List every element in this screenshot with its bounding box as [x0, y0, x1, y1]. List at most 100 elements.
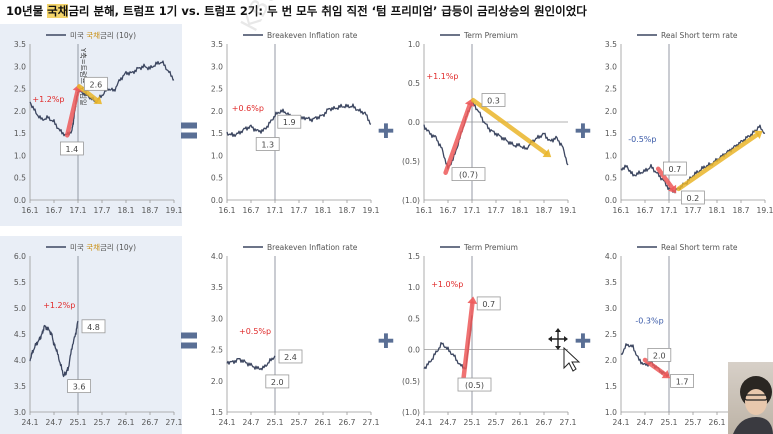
- trend-arrow: [461, 301, 475, 380]
- value-label: 3.6: [73, 383, 86, 392]
- value-label: 1.9: [283, 118, 296, 127]
- legend: 미국 국채금리 (10y): [46, 30, 136, 40]
- y-tick-label: 6.0: [14, 252, 26, 261]
- x-tick-label: 24.1: [416, 418, 433, 427]
- trend-arrowhead: [93, 95, 102, 105]
- y-tick-label: 4.0: [211, 252, 223, 261]
- x-tick-label: 17.7: [291, 206, 308, 215]
- x-tick-label: 26.1: [512, 418, 529, 427]
- value-box: [278, 349, 303, 364]
- title-highlight: 국채: [47, 4, 69, 18]
- value-label: (0.5): [465, 381, 484, 390]
- legend-label: Real Short term rate: [661, 243, 738, 252]
- value-box: [457, 377, 492, 392]
- legend: Real Short term rate: [637, 243, 738, 252]
- value-label: 1.3: [261, 141, 274, 150]
- y-tick-label: 1.5: [605, 382, 617, 391]
- plus-icon: ✚: [575, 329, 592, 353]
- x-tick-label: 17.1: [267, 206, 284, 215]
- legend: Breakeven Inflation rate: [243, 31, 358, 40]
- x-tick-label: 24.1: [22, 418, 39, 427]
- trend-arrowhead: [753, 130, 763, 140]
- trend-arrow: [676, 132, 760, 192]
- trend-arrow: [64, 88, 80, 138]
- legend: Real Short term rate: [637, 31, 738, 40]
- value-label: 1.4: [66, 145, 79, 154]
- y-tick-label: 5.5: [14, 278, 26, 287]
- change-annotation: +1.1%p: [426, 72, 458, 81]
- cursor-overlay: [548, 328, 584, 376]
- x-tick-label: 16.1: [219, 206, 236, 215]
- change-annotation: +1.2%p: [32, 95, 64, 104]
- y-tick-label: 3.0: [605, 62, 617, 71]
- legend-label: 미국 국채금리 (10y): [70, 30, 136, 40]
- trend-arrowhead: [542, 148, 552, 158]
- plus-icon: ✚: [575, 119, 592, 143]
- y-tick-label: 2.0: [211, 107, 223, 116]
- x-tick-label: 18.7: [142, 206, 159, 215]
- y-tick-label: 3.0: [605, 304, 617, 313]
- value-box: [81, 319, 106, 334]
- x-tick-label: 25.7: [488, 418, 505, 427]
- x-tick-label: 19.1: [166, 206, 183, 215]
- value-label: 2.0: [271, 378, 284, 387]
- y-tick-label: 0.0: [605, 196, 617, 205]
- trend-arrow: [470, 97, 548, 156]
- y-tick-label: 3.5: [211, 283, 223, 292]
- value-label: 0.7: [482, 300, 495, 309]
- value-box: [60, 141, 84, 156]
- x-tick-label: 17.7: [94, 206, 111, 215]
- y-tick-label: 3.0: [14, 408, 26, 417]
- value-box: [647, 348, 672, 362]
- y-tick-label: 3.5: [211, 40, 223, 49]
- y-tick-label: 1.0: [408, 40, 420, 49]
- chart-t1-bei: 0.0 0.5 1.0 1.5 2.0 2.5 3.0 3.5 16.1 16.7 17.1 17.7…: [211, 31, 380, 215]
- page-title: 10년물 국채금리 분해, 트럼프 1기 vs. 트럼프 2기: 두 번 모두 …: [6, 4, 587, 18]
- y-tick-label: 2.5: [211, 346, 223, 355]
- value-label: 0.7: [669, 165, 682, 174]
- x-tick-label: 19.1: [363, 206, 380, 215]
- y-tick-label: 4.0: [14, 356, 26, 365]
- value-label: 2.4: [284, 353, 297, 362]
- x-tick-label: 25.7: [94, 418, 111, 427]
- y-tick-label: 4.0: [605, 252, 617, 261]
- trend-arrowhead: [72, 84, 83, 93]
- x-tick-label: 25.1: [70, 418, 87, 427]
- series-line: [423, 101, 569, 170]
- value-box: [84, 76, 108, 91]
- x-tick-label: 24.1: [613, 418, 630, 427]
- x-tick-label: 16.1: [22, 206, 39, 215]
- y-tick-label: 5.0: [14, 304, 26, 313]
- x-tick-label: 18.7: [339, 206, 356, 215]
- plus-icon: ✚: [378, 119, 395, 143]
- x-tick-label: 18.1: [709, 206, 726, 215]
- x-tick-label: 17.7: [488, 206, 505, 215]
- legend: 미국 국채금리 (10y): [46, 242, 136, 252]
- legend: Term Premium: [440, 243, 518, 252]
- x-tick-label: 25.1: [267, 418, 284, 427]
- y-tick-label: 2.5: [605, 85, 617, 94]
- value-box: [663, 161, 687, 176]
- x-tick-label: 16.7: [46, 206, 63, 215]
- y-tick-label: (0.5): [402, 157, 420, 166]
- legend-label: Breakeven Inflation rate: [267, 243, 358, 252]
- legend-label: 미국 국채금리 (10y): [70, 242, 136, 252]
- y-tick-label: 1.5: [605, 129, 617, 138]
- x-tick-label: 26.7: [339, 418, 356, 427]
- trend-arrowhead: [668, 184, 677, 194]
- value-box: [255, 137, 280, 151]
- change-annotation: +1.0%p: [431, 280, 463, 289]
- x-tick-label: 17.1: [464, 206, 481, 215]
- panel-background: [0, 236, 182, 434]
- x-tick-label: 27.1: [560, 418, 577, 427]
- value-box: [481, 93, 506, 107]
- value-box: [265, 374, 290, 389]
- value-label: (0.7): [459, 171, 478, 180]
- x-tick-label: 26.7: [142, 418, 159, 427]
- x-tick-label: 25.1: [661, 418, 678, 427]
- y-tick-label: 1.0: [605, 408, 617, 417]
- value-label: 0.3: [487, 97, 500, 106]
- y-tick-label: 3.5: [14, 40, 26, 49]
- chart-t2-tp: (1.0) (0.5) 0.0 0.5 1.0 1.5 24.1 24.7 25.1 25.7 26…: [402, 243, 577, 427]
- trend-arrow: [642, 357, 667, 377]
